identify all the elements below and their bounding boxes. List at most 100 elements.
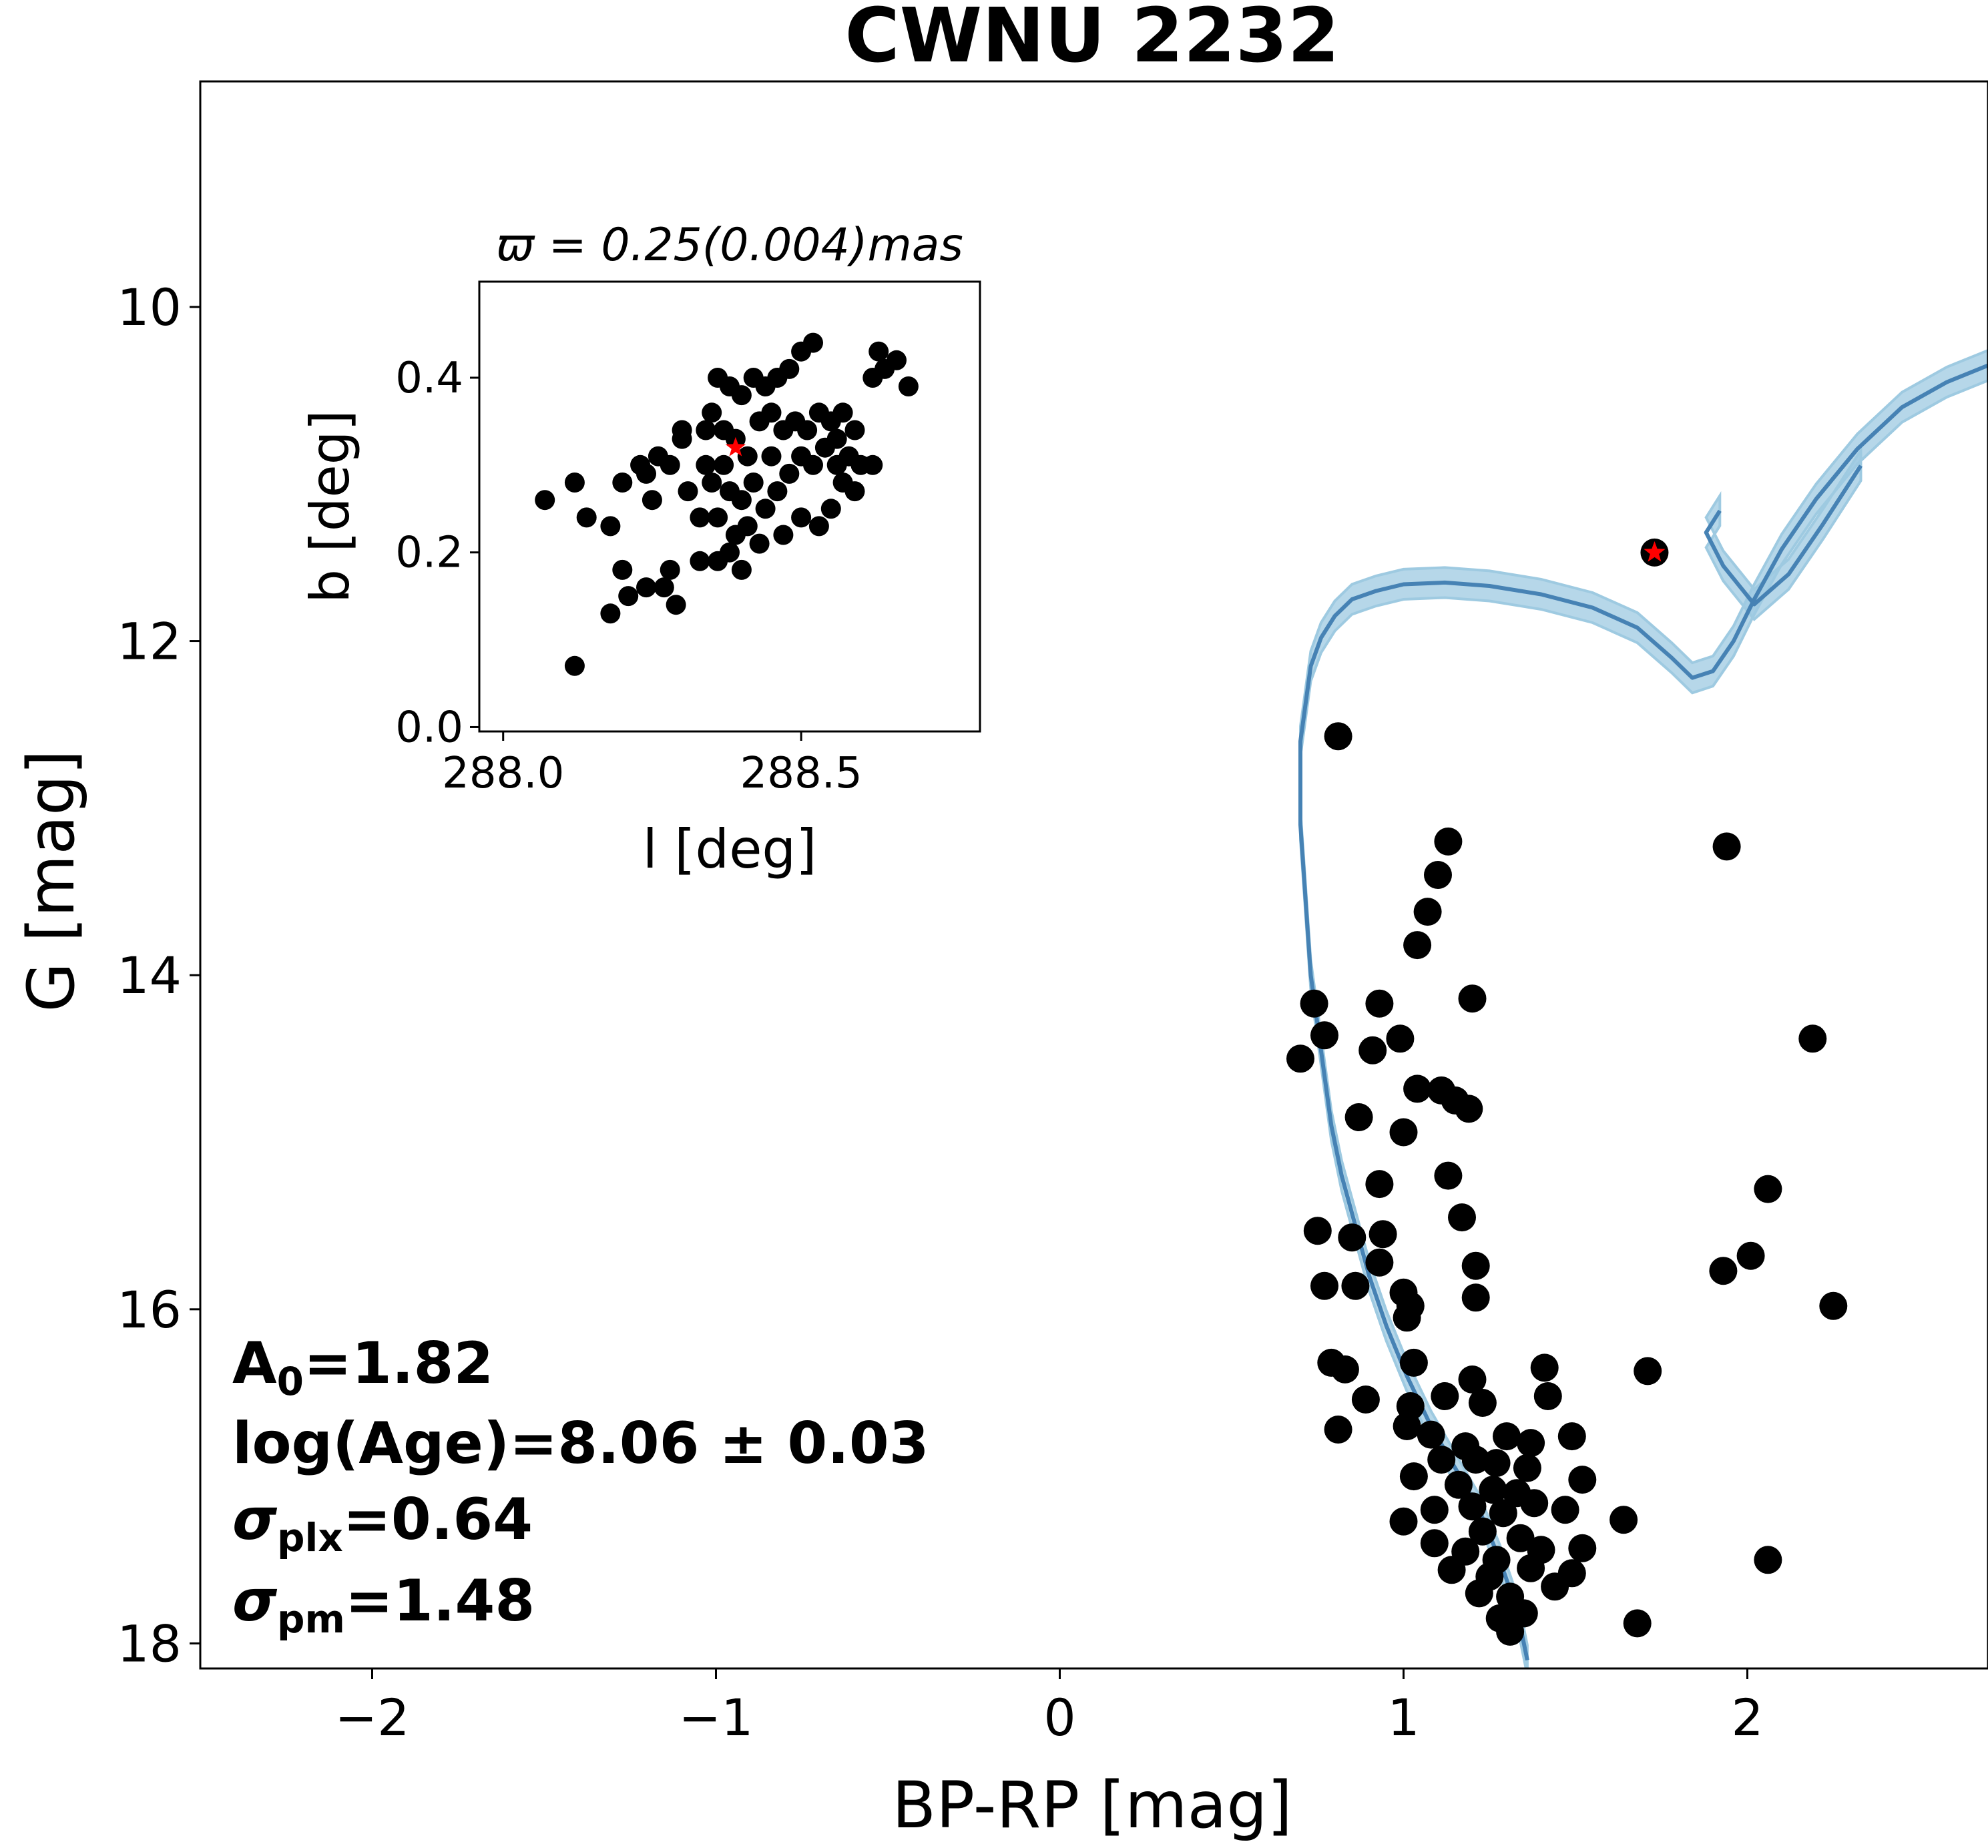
inset-point-79 bbox=[761, 446, 782, 467]
cmd-point-8 bbox=[1286, 1044, 1314, 1073]
inset-point-11 bbox=[666, 595, 686, 615]
inset-point-16 bbox=[731, 559, 752, 580]
cmd-point-11 bbox=[1358, 1036, 1387, 1064]
cmd-point-80 bbox=[1437, 1556, 1466, 1584]
inset-point-73 bbox=[887, 350, 907, 370]
inset-point-70 bbox=[844, 481, 865, 502]
cmd-point-82 bbox=[1517, 1554, 1545, 1582]
cmd-point-51 bbox=[1417, 1420, 1445, 1449]
cmd-point-43 bbox=[1634, 1357, 1662, 1385]
inset-point-39 bbox=[761, 402, 782, 423]
cmd-point-10 bbox=[1386, 1024, 1415, 1053]
inset-point-60 bbox=[690, 507, 710, 528]
inset-point-21 bbox=[642, 490, 662, 511]
inset-point-66 bbox=[791, 507, 812, 528]
inset-point-31 bbox=[779, 358, 800, 379]
cmd-point-34 bbox=[1461, 1283, 1490, 1312]
inset-point-67 bbox=[808, 516, 829, 537]
cmd-point-48 bbox=[1533, 1382, 1562, 1410]
inset-point-9 bbox=[636, 577, 656, 598]
inset-point-65 bbox=[773, 525, 794, 545]
inset-point-53 bbox=[779, 463, 800, 484]
cmd-point-17 bbox=[1455, 1095, 1483, 1123]
cmd-point-27 bbox=[1365, 1248, 1394, 1277]
cmd-point-39 bbox=[1330, 1355, 1359, 1383]
inset-y-tick-label: 0.0 bbox=[395, 703, 463, 752]
y-tick-label: 10 bbox=[117, 278, 182, 337]
cmd-point-69 bbox=[1551, 1496, 1579, 1524]
cmd-point-49 bbox=[1324, 1416, 1352, 1444]
inset-point-4 bbox=[612, 473, 633, 493]
inset-x-tick-label: 288.5 bbox=[740, 749, 862, 798]
cmd-point-32 bbox=[1341, 1271, 1370, 1300]
cmd-point-50 bbox=[1393, 1412, 1421, 1440]
cmd-point-9 bbox=[1365, 989, 1394, 1018]
cmd-point-54 bbox=[1517, 1429, 1545, 1458]
cmd-point-23 bbox=[1303, 1217, 1332, 1245]
x-tick-label: −1 bbox=[678, 1688, 753, 1747]
inset-point-7 bbox=[612, 559, 633, 580]
inset-point-48 bbox=[714, 454, 734, 475]
inset-x-axis-label: l [deg] bbox=[643, 818, 817, 880]
cmd-point-25 bbox=[1369, 1220, 1397, 1249]
inset-point-27 bbox=[731, 385, 752, 406]
cmd-point-57 bbox=[1461, 1446, 1490, 1474]
inset-point-24 bbox=[696, 420, 716, 440]
inset-point-63 bbox=[737, 516, 758, 537]
inset-point-81 bbox=[862, 454, 883, 475]
cmd-point-28 bbox=[1461, 1251, 1490, 1280]
y-tick-label: 16 bbox=[117, 1280, 182, 1339]
inset-point-61 bbox=[708, 507, 728, 528]
inset-point-68 bbox=[820, 499, 841, 519]
annotation-line-0: A0=1.82 bbox=[232, 1330, 493, 1404]
inset-y-axis-ticks: 0.0 0.2 0.4 bbox=[395, 354, 479, 752]
cmd-point-31 bbox=[1310, 1271, 1338, 1300]
x-tick-label: 1 bbox=[1387, 1688, 1419, 1747]
cmd-point-73 bbox=[1609, 1506, 1638, 1534]
isochrone-curve bbox=[1298, 363, 1988, 1661]
inset-point-55 bbox=[803, 454, 823, 475]
inset-point-80 bbox=[826, 454, 847, 475]
highlighted-star bbox=[1640, 538, 1669, 567]
x-tick-label: 2 bbox=[1731, 1688, 1763, 1747]
inset-point-71 bbox=[868, 341, 889, 362]
cmd-point-60 bbox=[1399, 1462, 1428, 1491]
cmd-star-points bbox=[1286, 722, 1848, 1646]
isochrone-line-hook bbox=[1704, 465, 1863, 607]
inset-point-51 bbox=[755, 499, 776, 519]
inset-background bbox=[479, 282, 980, 731]
inset-point-34 bbox=[702, 402, 722, 423]
cmd-point-30 bbox=[1709, 1257, 1738, 1285]
cmd-point-61 bbox=[1444, 1470, 1473, 1499]
cmd-point-42 bbox=[1530, 1353, 1559, 1382]
cmd-point-68 bbox=[1520, 1489, 1549, 1518]
cmd-point-7 bbox=[1310, 1021, 1338, 1050]
cmd-point-74 bbox=[1420, 1529, 1449, 1558]
inset-y-axis-label: b [deg] bbox=[299, 410, 361, 603]
cmd-point-3 bbox=[1413, 898, 1442, 926]
cmd-point-41 bbox=[1458, 1365, 1487, 1394]
inset-point-5 bbox=[564, 655, 585, 676]
inset-star-points bbox=[535, 332, 919, 676]
inset-point-77 bbox=[696, 454, 716, 475]
inset-sky-position-plot: 288.0 288.5 0.00.20.4 ϖ = 0.25(0.004)mas … bbox=[299, 219, 981, 880]
y-tick-label: 12 bbox=[117, 612, 182, 671]
cmd-point-65 bbox=[1420, 1496, 1449, 1524]
inset-point-1 bbox=[564, 473, 585, 493]
cmd-point-14 bbox=[1403, 1074, 1432, 1103]
cmd-point-2 bbox=[1424, 861, 1452, 889]
inset-point-64 bbox=[749, 533, 770, 554]
cmd-point-66 bbox=[1458, 1492, 1487, 1521]
cmd-point-71 bbox=[1468, 1517, 1497, 1546]
inset-point-12 bbox=[660, 559, 680, 580]
x-axis-label: BP-RP [mag] bbox=[892, 1768, 1292, 1843]
cmd-point-4 bbox=[1403, 931, 1432, 960]
cmd-point-78 bbox=[1568, 1534, 1597, 1562]
cmd-point-37 bbox=[1819, 1291, 1848, 1320]
chart-title: CWNU 2232 bbox=[844, 0, 1339, 79]
cmd-point-89 bbox=[1623, 1609, 1652, 1638]
cmd-point-64 bbox=[1568, 1466, 1597, 1494]
y-axis-ticks: 10 12 14 16 18 bbox=[117, 278, 200, 1673]
